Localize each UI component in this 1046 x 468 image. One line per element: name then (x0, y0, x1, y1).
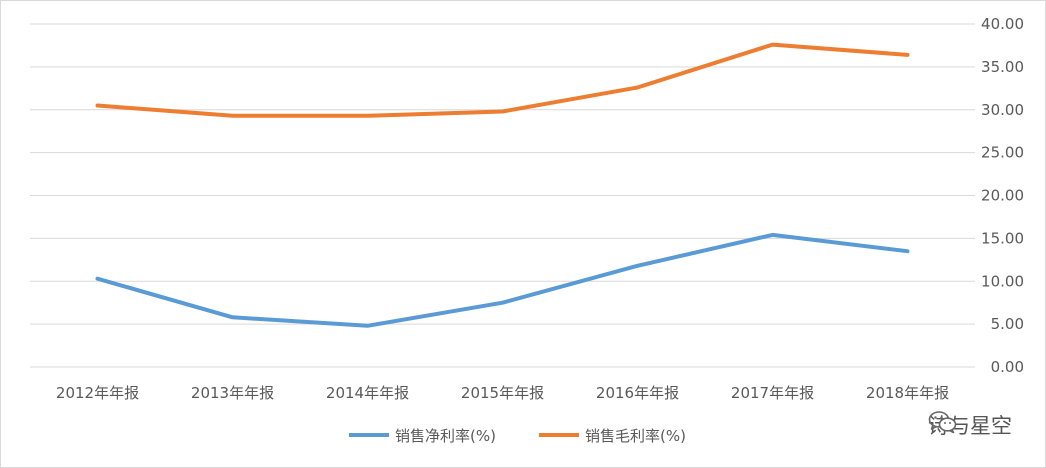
series-line-2 (95, 42, 910, 118)
x-tick-label: 2017年年报 (731, 384, 814, 402)
x-tick-label: 2018年年报 (866, 384, 949, 402)
x-axis-ticks: 2012年年报 2013年年报 2014年年报 2015年年报 2016年年报 2017年… (56, 384, 949, 402)
y-tick-label: 30.00 (981, 101, 1024, 119)
x-tick-label: 2016年年报 (596, 384, 679, 402)
legend-label: 销售毛利率(%) (585, 427, 686, 445)
y-tick-label: 20.00 (981, 187, 1024, 205)
legend-label: 销售净利率(%) (395, 427, 496, 445)
legend: 销售净利率(%) 销售毛利率(%) (349, 427, 686, 445)
x-tick-label: 2015年年报 (461, 384, 544, 402)
x-tick-label: 2013年年报 (191, 384, 274, 402)
wechat-icon (928, 411, 957, 434)
x-tick-label: 2012年年报 (56, 384, 139, 402)
y-tick-label: 25.00 (981, 144, 1024, 162)
x-tick-label: 2014年年报 (326, 384, 409, 402)
y-tick-label: 40.00 (981, 15, 1024, 33)
y-tick-label: 0.00 (991, 358, 1024, 376)
gridlines (30, 23, 975, 368)
y-tick-label: 5.00 (991, 315, 1024, 333)
series-line-1 (95, 232, 910, 328)
series-lines (95, 42, 910, 328)
y-axis-ticks: 0.00 5.00 10.00 15.00 20.00 25.00 30.00 35.00 40… (981, 15, 1024, 376)
y-tick-label: 35.00 (981, 58, 1024, 76)
y-tick-label: 15.00 (981, 229, 1024, 247)
y-tick-label: 10.00 (981, 272, 1024, 290)
watermark: 诗与星空 (928, 410, 1012, 440)
